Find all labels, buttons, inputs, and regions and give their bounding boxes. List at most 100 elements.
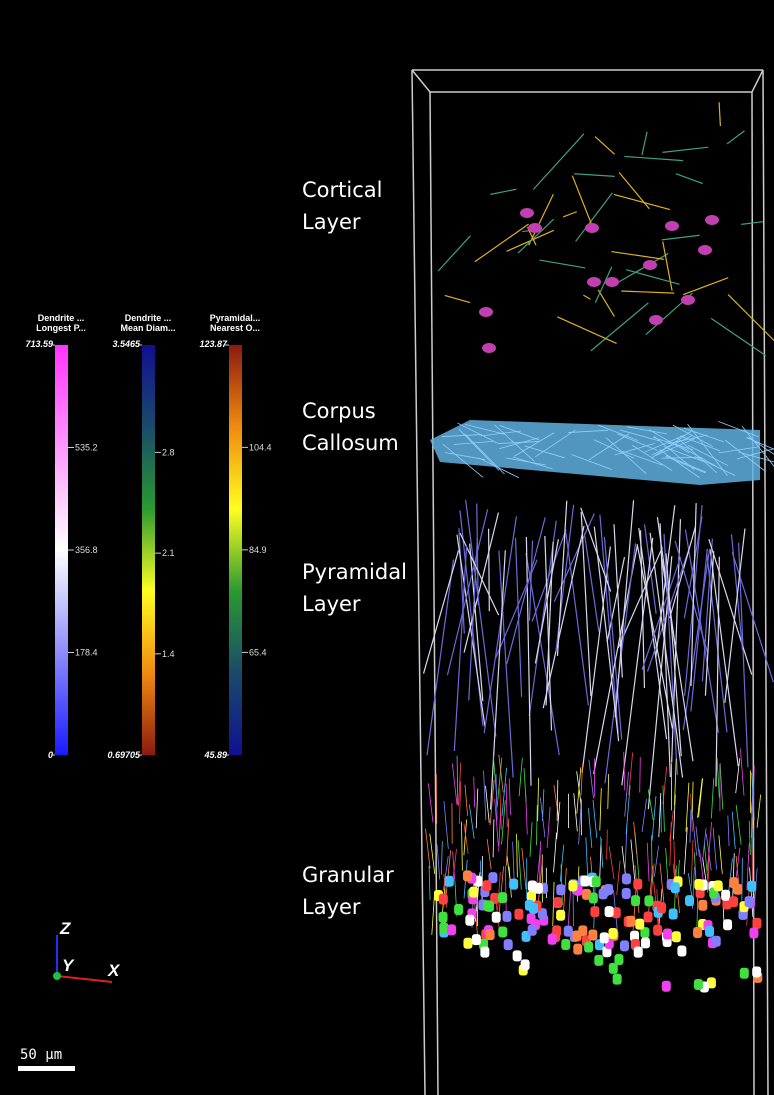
- granule-cell: [633, 879, 642, 890]
- granule-cell: [698, 900, 707, 911]
- soma: [585, 223, 599, 233]
- colorbar: [229, 345, 242, 755]
- granule-cell: [609, 963, 618, 974]
- soma: [587, 277, 601, 287]
- granule-cell: [622, 873, 631, 884]
- granule-cell: [594, 955, 603, 966]
- tick-label: 104.4: [249, 442, 272, 452]
- granule-cell: [705, 926, 714, 937]
- granule-cell: [556, 910, 565, 921]
- granule-cell: [644, 895, 653, 906]
- colorbar-title: Longest P...: [36, 323, 86, 333]
- granule-cell: [534, 883, 543, 894]
- layer-label: Layer: [302, 895, 361, 919]
- y-label: Y: [62, 956, 75, 975]
- soma: [520, 208, 534, 218]
- granule-cell: [439, 912, 448, 923]
- soma: [665, 221, 679, 231]
- granule-cell: [592, 876, 601, 887]
- soma: [649, 315, 663, 325]
- granule-cell: [498, 892, 507, 903]
- granule-cell: [572, 930, 581, 941]
- granule-cell: [599, 888, 608, 899]
- colorbar-max: 713.59: [25, 339, 53, 349]
- layer-label: Cortical: [302, 178, 382, 202]
- layer-label: Layer: [302, 592, 361, 616]
- granule-fiber: [742, 858, 743, 900]
- granule-cell: [723, 919, 732, 930]
- granule-cell: [553, 897, 562, 908]
- colorbar-title: Dendrite ...: [125, 313, 172, 323]
- granule-cell: [556, 884, 565, 895]
- granule-cell: [634, 947, 643, 958]
- granule-cell: [641, 937, 650, 948]
- granule-cell: [714, 880, 723, 891]
- granule-cell: [590, 906, 599, 917]
- soma: [528, 223, 542, 233]
- granule-cell: [752, 918, 761, 929]
- colorbar-min: 45.89: [203, 750, 227, 760]
- granule-cell: [740, 968, 749, 979]
- granule-cell: [622, 888, 631, 899]
- granule-cell: [635, 919, 644, 930]
- granule-cell: [694, 979, 703, 990]
- granule-cell: [749, 928, 758, 939]
- z-label: Z: [59, 919, 71, 938]
- layer-label: Layer: [302, 210, 361, 234]
- granule-cell: [677, 946, 686, 957]
- granule-cell: [480, 947, 489, 958]
- granule-cell: [492, 912, 501, 923]
- granule-cell: [482, 880, 491, 891]
- soma: [681, 295, 695, 305]
- granule-cell: [600, 932, 609, 943]
- dendrite: [489, 529, 490, 611]
- granule-cell: [568, 880, 577, 891]
- granule-cell: [605, 906, 614, 917]
- colorbar-title: Mean Diam...: [120, 323, 175, 333]
- colorbar: [142, 345, 155, 755]
- granule-cell: [472, 934, 481, 945]
- colorbar-title: Dendrite ...: [38, 313, 85, 323]
- granule-cell: [513, 950, 522, 961]
- granule-cell: [463, 870, 472, 881]
- tick-label: 178.4: [75, 647, 98, 657]
- granule-cell: [469, 887, 478, 898]
- colorbar: [55, 345, 68, 755]
- y-axis: [53, 972, 61, 980]
- granule-cell: [747, 881, 756, 892]
- granule-cell: [685, 895, 694, 906]
- granule-cell: [745, 896, 754, 907]
- colorbar-max: 3.5465: [112, 339, 141, 349]
- granule-cell: [729, 896, 738, 907]
- screen: CorticalLayerCorpusCallosumPyramidalLaye…: [0, 0, 774, 1095]
- granule-cell: [694, 879, 703, 890]
- tick-label: 356.8: [75, 545, 98, 555]
- granule-cell: [693, 927, 702, 938]
- layer-label: Granular: [302, 863, 394, 887]
- granule-cell: [463, 938, 472, 949]
- granule-cell: [447, 924, 456, 935]
- soma: [705, 215, 719, 225]
- granule-cell: [580, 876, 589, 887]
- granule-cell: [657, 902, 666, 913]
- granule-cell: [561, 939, 570, 950]
- granule-cell: [588, 929, 597, 940]
- granule-cell: [620, 940, 629, 951]
- colorbar-max: 123.87: [199, 339, 228, 349]
- colorbars: Dendrite ...Longest P...713.590178.4356.…: [25, 313, 271, 760]
- granule-cell: [584, 941, 593, 952]
- layer-label: Pyramidal: [302, 560, 407, 584]
- granule-cell: [439, 922, 448, 933]
- scale-label: 50 µm: [20, 1047, 62, 1063]
- granule-cell: [669, 909, 678, 920]
- colorbar-min: 0.69705: [107, 750, 141, 760]
- granule-cell: [502, 911, 511, 922]
- granule-cell: [509, 879, 518, 890]
- soma: [605, 277, 619, 287]
- granule-cell: [486, 929, 495, 940]
- granule-cell: [626, 916, 635, 927]
- soma: [698, 245, 712, 255]
- x-label: X: [107, 961, 121, 980]
- granule-cell: [504, 939, 513, 950]
- tick-label: 65.4: [249, 647, 267, 657]
